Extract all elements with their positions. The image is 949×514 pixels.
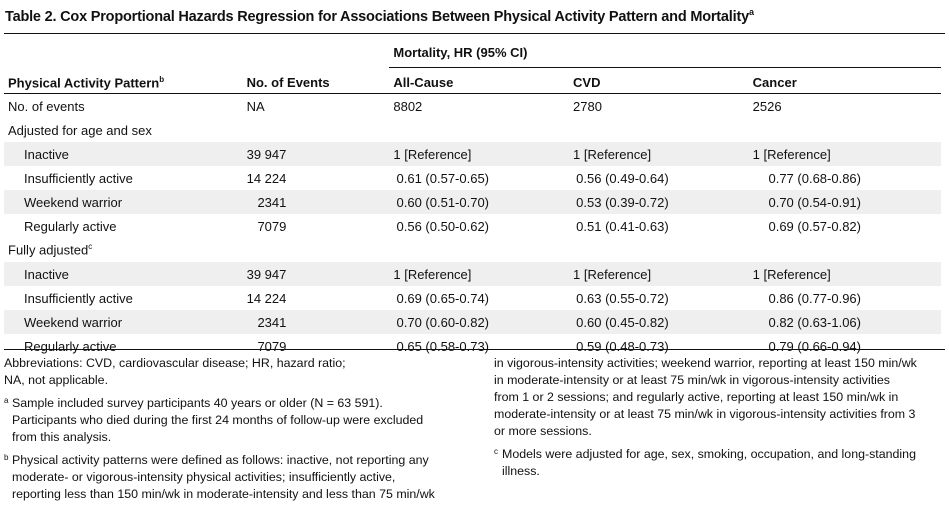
mortality-group-header: Mortality, HR (95% CI) (389, 34, 941, 68)
header-row-group: Mortality, HR (95% CI) (4, 34, 941, 68)
results-table: Mortality, HR (95% CI) Physical Activity… (4, 34, 941, 358)
footnote-a: a Sample included survey participants 40… (4, 395, 474, 446)
col-header-all-cause: All-Cause (389, 67, 570, 94)
header-row-columns: Physical Activity Patternb No. of Events… (4, 67, 941, 94)
table-title-text: Table 2. Cox Proportional Hazards Regres… (5, 8, 749, 25)
bottom-rule (4, 349, 945, 350)
table-title: Table 2. Cox Proportional Hazards Regres… (5, 7, 754, 25)
footnote-c: c Models were adjusted for age, sex, smo… (494, 446, 944, 480)
section-row-fully-adjusted: Fully adjustedc (8, 242, 93, 258)
footnote-b-continued: in vigorous-intensity activities; weeken… (494, 356, 917, 438)
table-row: Inactive 39 947 1 [Reference] 1 [Referen… (4, 262, 941, 286)
col-header-pattern: Physical Activity Patternb (4, 67, 243, 94)
pattern-footnote-mark: b (159, 74, 165, 84)
col-header-cancer: Cancer (748, 67, 941, 94)
footnote-b: b Physical activity patterns were define… (4, 452, 474, 503)
table-row: Weekend warrior 2341 0.70 (0.60-0.82) 0.… (4, 310, 941, 334)
footnotes-right: in vigorous-intensity activities; weeken… (494, 355, 944, 480)
footnote-a-mark: a (4, 396, 9, 405)
title-footnote-mark: a (748, 7, 754, 17)
abbreviations-line-2: NA, not applicable. (4, 373, 109, 387)
section-row-age-sex: Adjusted for age and sex (8, 122, 152, 138)
fully-adjusted-footnote-mark: c (88, 242, 93, 252)
col-header-cvd: CVD (569, 67, 749, 94)
table-row: Insufficiently active 14 224 0.61 (0.57-… (24, 170, 861, 186)
footnote-c-mark: c (494, 447, 498, 456)
table-row-events: No. of events NA 8802 2780 2526 (8, 98, 782, 114)
table-row: Regularly active 7079 0.56 (0.50-0.62) 0… (24, 218, 861, 234)
table-row: Inactive 39 947 1 [Reference] 1 [Referen… (4, 142, 941, 166)
col-header-events: No. of Events (242, 67, 390, 94)
footnote-b-mark: b (4, 453, 9, 462)
table-row: Insufficiently active 14 224 0.69 (0.65-… (24, 290, 861, 306)
abbreviations-line-1: Abbreviations: CVD, cardiovascular disea… (4, 356, 346, 370)
footnotes-left: Abbreviations: CVD, cardiovascular disea… (4, 355, 474, 503)
table-row: Weekend warrior 2341 0.60 (0.51-0.70) 0.… (4, 190, 941, 214)
top-rule (4, 33, 945, 34)
